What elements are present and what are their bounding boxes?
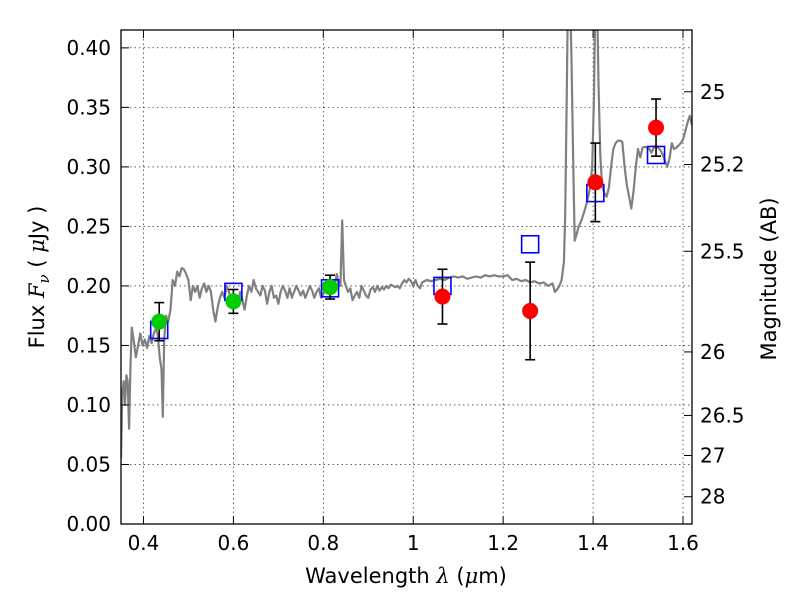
observed-photometry-point xyxy=(322,279,339,296)
observed-photometry-point xyxy=(522,302,539,319)
y-tick-label: 0.30 xyxy=(66,155,111,179)
y-tick-label: 0.20 xyxy=(66,274,111,298)
plot-area xyxy=(121,30,692,459)
x-tick-label: 0.4 xyxy=(128,531,160,555)
magnitude-tick-label: 26 xyxy=(700,340,725,364)
y-tick-label: 0.40 xyxy=(66,36,111,60)
magnitude-axis-label: Magnitude (AB) xyxy=(757,197,781,360)
y-tick-label: 0.05 xyxy=(66,452,111,476)
magnitude-tick-label: 25.5 xyxy=(700,239,745,263)
magnitude-tick-label: 25 xyxy=(700,80,725,104)
x-tick-label: 1.2 xyxy=(487,531,519,555)
x-axis-label: Wavelength λ (μm) xyxy=(305,564,507,588)
plot-frame xyxy=(120,29,693,525)
observed-photometry-point xyxy=(587,174,604,191)
axis-ticks: 0.4 0.6 0.8 1 1.2 1.4 1.6 0.00 0.05 0.10 0.15 0.20 0… xyxy=(66,30,745,555)
y-tick-label: 0.25 xyxy=(66,214,111,238)
y-tick-label: 0.15 xyxy=(66,333,111,357)
model-photometry-square xyxy=(520,234,540,254)
y-tick-label: 0.10 xyxy=(66,393,111,417)
observed-photometry-point xyxy=(151,313,168,330)
observed-photometry-point xyxy=(648,119,665,136)
y-tick-label: 0.00 xyxy=(66,512,111,536)
magnitude-tick-label: 25.2 xyxy=(700,152,745,176)
y-tick-label: 0.35 xyxy=(66,95,111,119)
grid-lines xyxy=(121,30,692,524)
x-tick-label: 1 xyxy=(407,531,420,555)
magnitude-tick-label: 28 xyxy=(700,485,725,509)
x-tick-label: 0.6 xyxy=(217,531,249,555)
observed-photometry-point xyxy=(225,293,242,310)
magnitude-tick-label: 27 xyxy=(700,443,725,467)
y-axis-label: Flux Fν ( μJy ) xyxy=(25,206,53,349)
x-tick-label: 1.6 xyxy=(667,531,699,555)
model-spectrum-line xyxy=(121,30,692,459)
x-tick-label: 1.4 xyxy=(577,531,609,555)
observed-photometry-point xyxy=(434,288,451,305)
magnitude-tick-label: 26.5 xyxy=(700,403,745,427)
x-tick-label: 0.8 xyxy=(307,531,339,555)
